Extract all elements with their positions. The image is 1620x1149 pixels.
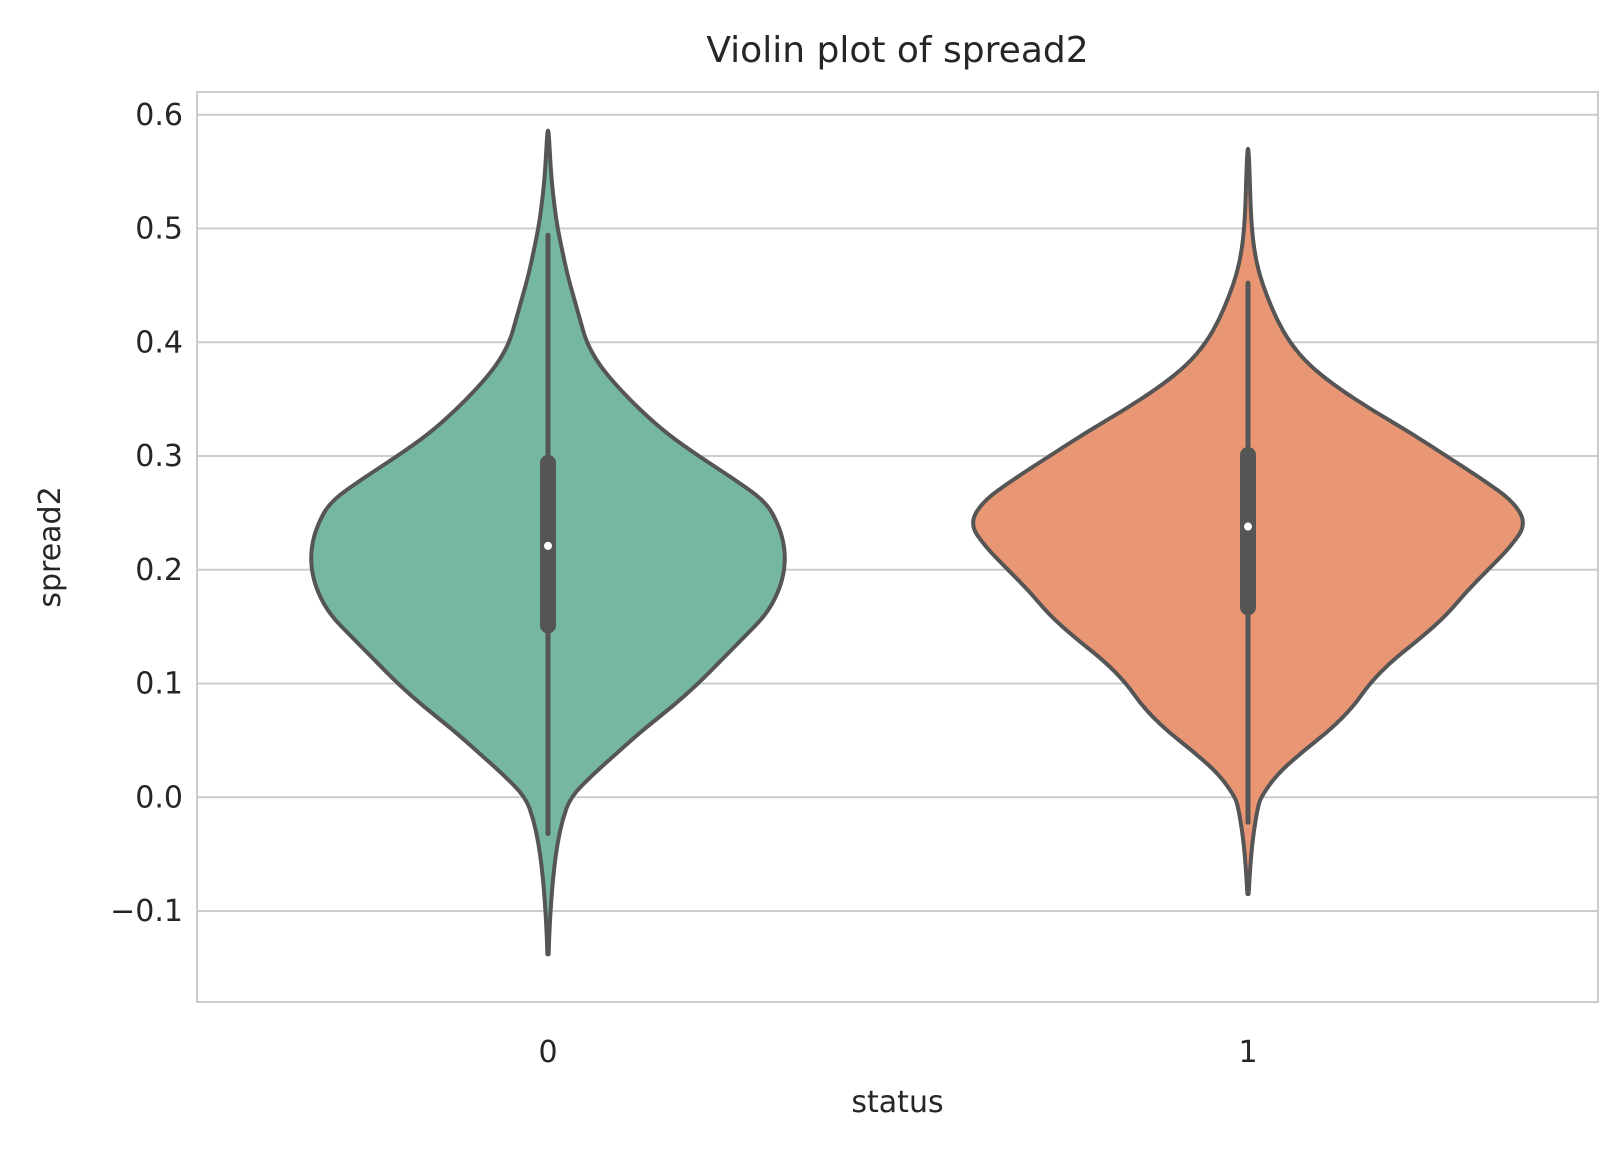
y-tick-label: 0.1: [135, 667, 183, 702]
y-tick-label: 0.4: [135, 325, 183, 360]
median-point-0: [544, 541, 552, 550]
y-tick-label: 0.5: [135, 212, 183, 247]
y-tick-label: 0.2: [135, 553, 183, 588]
y-axis-label: spread2: [33, 486, 68, 607]
y-tick-labels: −0.1 0.0 0.1 0.2 0.3 0.4 0.5 0.6: [110, 98, 183, 929]
plot-frame: [196, 91, 1599, 1003]
violin-0: [309, 128, 787, 957]
y-tick-label: 0.3: [135, 439, 183, 474]
y-tick-label: −0.1: [110, 894, 183, 929]
violins: [309, 128, 1525, 957]
x-axis-label: status: [851, 1085, 943, 1120]
y-tick-label: 0.6: [135, 98, 183, 133]
x-tick-label: 0: [538, 1035, 557, 1070]
x-tick-label: 1: [1238, 1035, 1257, 1070]
chart-title: Violin plot of spread2: [706, 30, 1088, 71]
median-point-1: [1244, 522, 1252, 531]
violin-1: [971, 146, 1525, 896]
y-tick-label: 0.0: [135, 780, 183, 815]
